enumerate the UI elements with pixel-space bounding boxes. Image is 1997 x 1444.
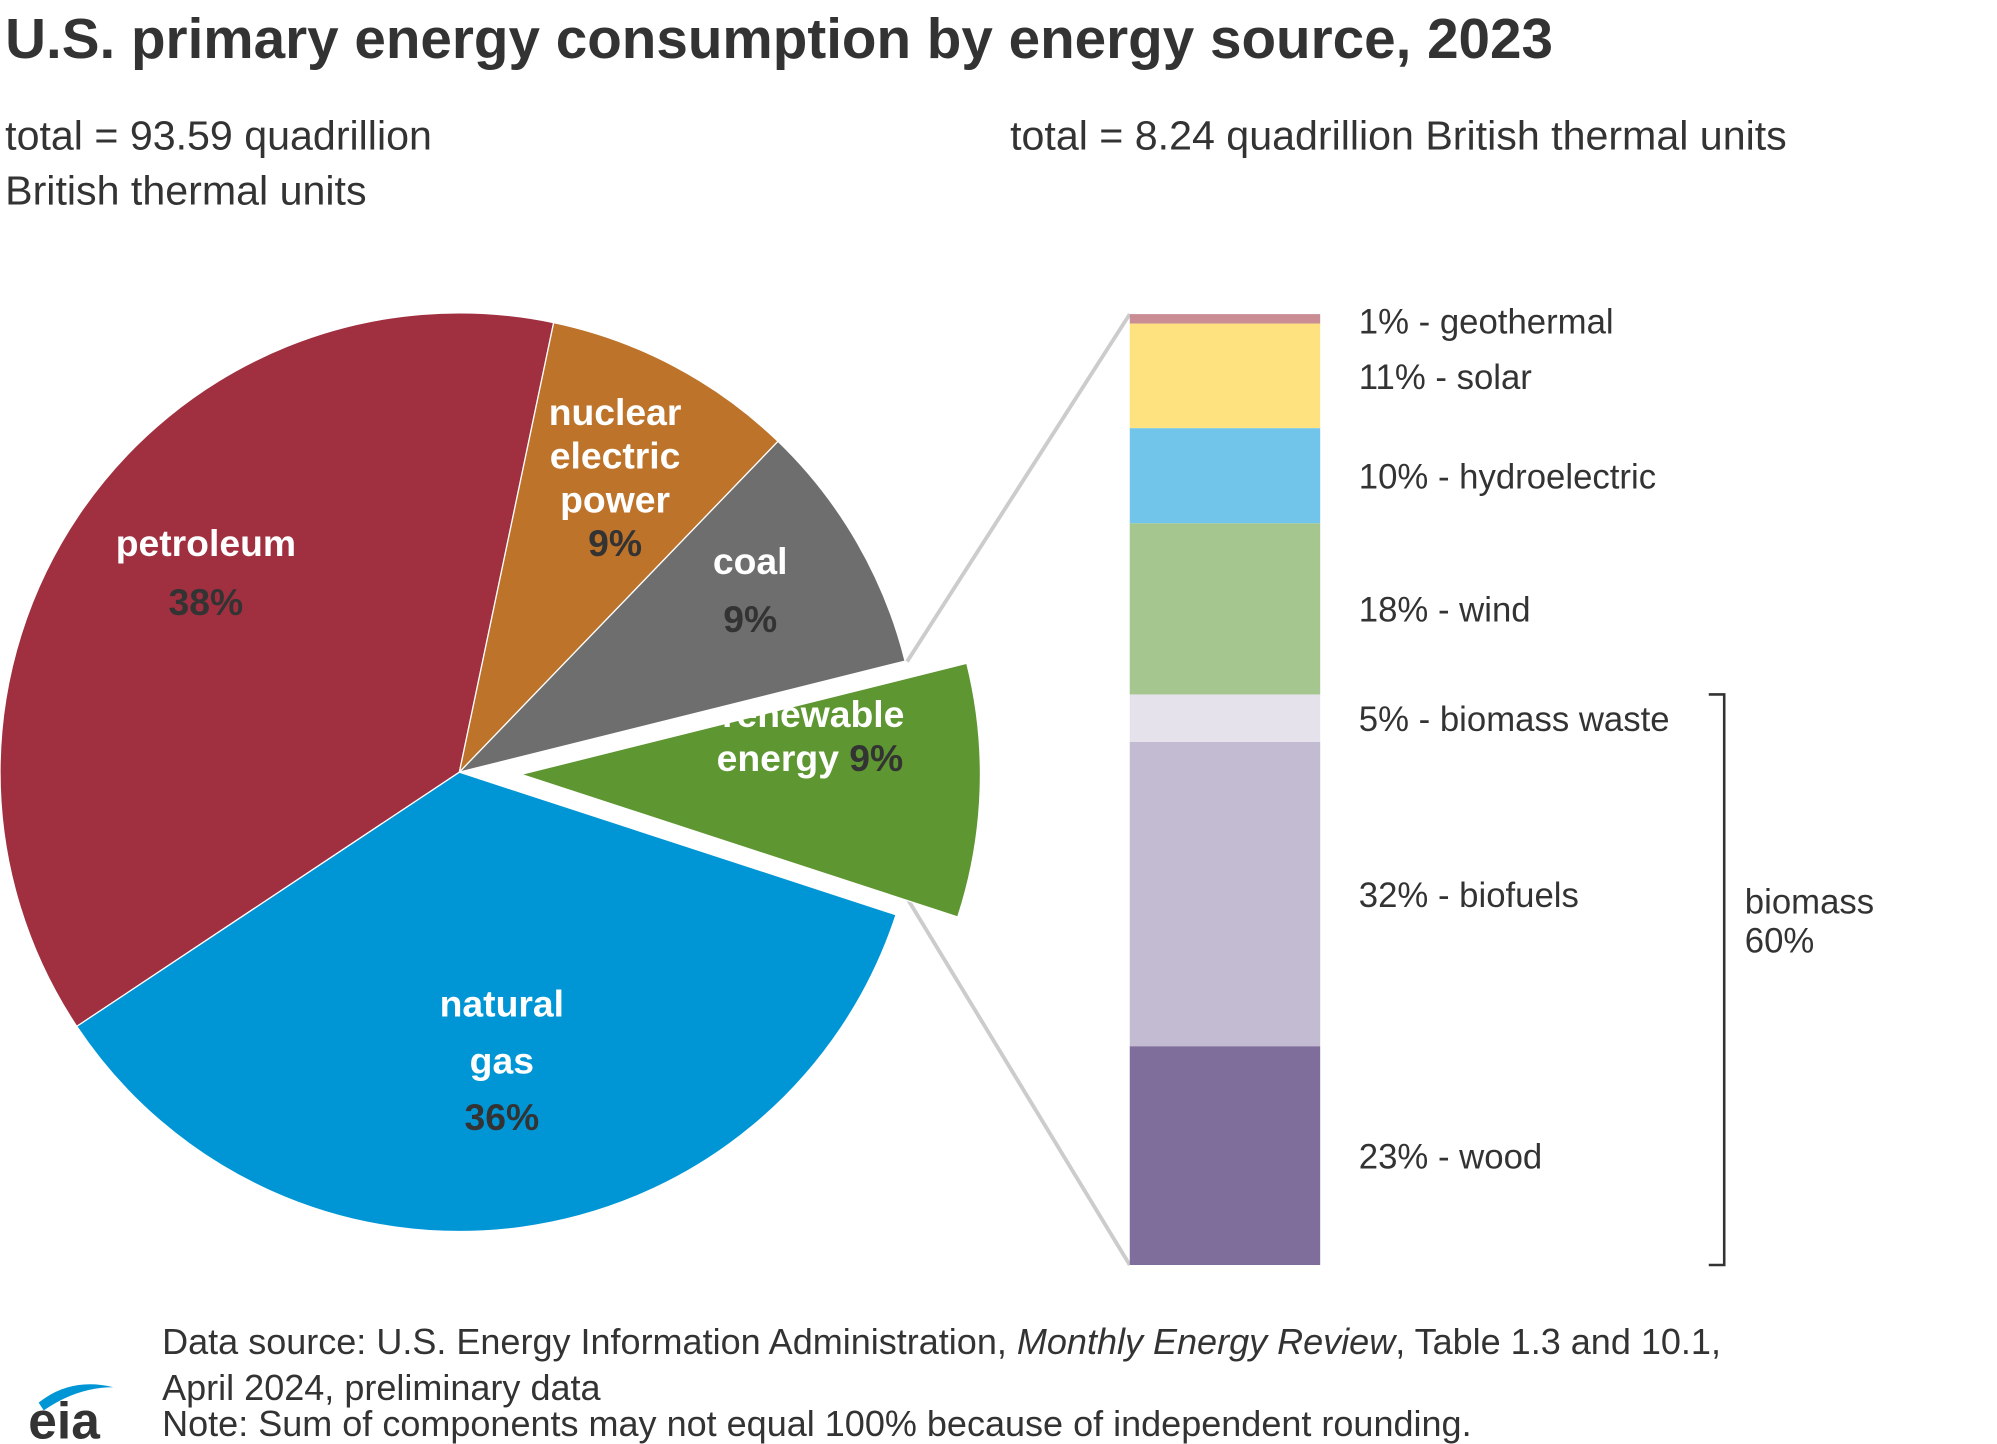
slice-value: 9% <box>849 737 903 779</box>
slice-value: 9% <box>588 522 642 564</box>
slice-label-line: coal <box>713 540 788 582</box>
source: April 2024, preliminary data <box>162 1367 601 1408</box>
bar-segment <box>1129 742 1321 1047</box>
bar-segment <box>1129 428 1321 524</box>
slice-label-line: electric <box>550 435 681 477</box>
source: Data source: U.S. Energy Information Adm… <box>162 1321 1721 1362</box>
slice-value: 36% <box>464 1096 539 1138</box>
bar-segment <box>1129 314 1321 324</box>
slice-label: petroleum <box>116 522 296 564</box>
chart-title: U.S. primary energy consumption by energ… <box>5 7 1553 70</box>
bracket <box>1708 693 1726 1267</box>
logo: eia <box>28 1392 100 1444</box>
slice-label-line: petroleum <box>116 522 296 564</box>
slice-label: coal <box>713 540 788 582</box>
segment-label: 1% - geothermal <box>1359 303 1614 341</box>
note: Note: Sum of components may not equal 10… <box>162 1403 1471 1444</box>
bar-segment <box>1129 523 1321 695</box>
slice-value: 38% <box>169 581 244 623</box>
logo-swoosh <box>38 1384 114 1411</box>
bar-segment <box>1129 323 1321 429</box>
source-text: , Table 1.3 and 10.1, <box>1395 1321 1721 1362</box>
pie-slice <box>518 662 982 918</box>
segment-label: 18% - wind <box>1359 592 1531 630</box>
subtitle: British thermal units <box>5 168 366 214</box>
slice-label-line: energy <box>717 737 840 779</box>
source-italic: Monthly Energy Review <box>1017 1321 1397 1362</box>
slice-label-line: renewable <box>722 693 904 735</box>
pie-slice <box>75 771 897 1233</box>
pie-slice <box>0 312 555 1028</box>
zoom-line <box>905 897 1132 1267</box>
pie-slice <box>457 440 906 774</box>
slice-label: natural gas <box>440 983 564 1082</box>
slice-label-line: nuclear <box>549 391 682 433</box>
segment-label: 5% - biomass waste <box>1359 701 1670 739</box>
segment-label: 23% - wood <box>1359 1139 1542 1177</box>
slice-label: nuclear electric power <box>549 391 682 520</box>
bracket-value: 60% <box>1745 922 1815 960</box>
segment-label: 10% - hydroelectric <box>1359 459 1656 497</box>
source-text: Data source: U.S. Energy Information Adm… <box>162 1321 1017 1362</box>
segment-label: 11% - solar <box>1359 359 1532 397</box>
zoom-line <box>905 313 1132 663</box>
bracket-label: biomass <box>1745 884 1874 922</box>
bar-segment <box>1129 1046 1321 1265</box>
bar-segment <box>1129 694 1321 743</box>
subtitle: total = 93.59 quadrillion <box>5 112 432 158</box>
slice-label-line: natural <box>440 983 564 1025</box>
slice-label-line: power <box>560 478 670 520</box>
slice-label: renewable energy <box>717 693 905 779</box>
segment-label: 32% - biofuels <box>1359 877 1579 915</box>
slice-value: 9% <box>723 598 777 640</box>
pie-slice <box>458 321 779 775</box>
slice-label-line: gas <box>470 1039 534 1081</box>
subtitle: total = 8.24 quadrillion British thermal… <box>1010 112 1787 158</box>
